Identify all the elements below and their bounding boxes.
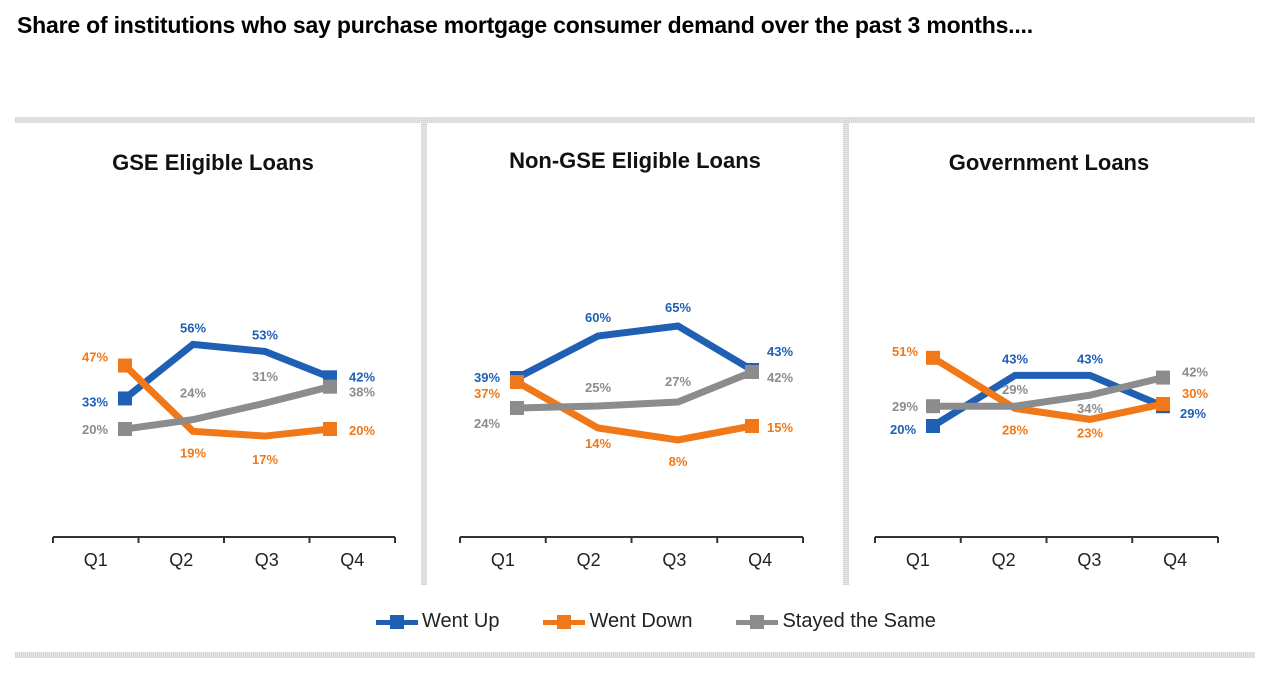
data-label-went-up: 29% — [1180, 406, 1206, 421]
data-label-went-down: 28% — [1002, 422, 1028, 437]
data-label-went-up: 56% — [180, 320, 206, 335]
legend: Went Up Went Down Stayed the Same — [376, 610, 936, 633]
data-label-stayed-same: 34% — [1077, 401, 1103, 416]
data-point-went-down — [323, 422, 337, 436]
x-tick-label: Q3 — [255, 550, 279, 570]
series-line-went-up — [931, 371, 1165, 429]
data-label-went-down: 23% — [1077, 425, 1103, 440]
panel-title-non-gse-eligible: Non-GSE Eligible Loans — [509, 148, 761, 173]
data-label-stayed-same: 42% — [1182, 365, 1208, 380]
data-label-went-up: 43% — [767, 344, 793, 359]
data-point-stayed-same — [510, 401, 524, 415]
data-point-went-up — [118, 391, 132, 406]
data-point-went-down — [118, 358, 132, 373]
x-tick-label: Q1 — [491, 550, 515, 570]
data-point-stayed-same — [323, 379, 337, 394]
data-label-went-down: 15% — [767, 420, 793, 435]
legend-label-went-up: Went Up — [422, 610, 500, 632]
bottom-separator — [15, 652, 1255, 658]
data-label-went-down: 20% — [349, 423, 375, 438]
data-point-stayed-same — [118, 422, 132, 436]
data-label-went-down: 17% — [252, 452, 278, 467]
legend-label-went-down: Went Down — [589, 610, 693, 632]
x-tick-label: Q1 — [84, 550, 108, 570]
data-label-went-up: 42% — [349, 369, 375, 384]
x-tick-label: Q2 — [169, 550, 193, 570]
data-label-went-up: 43% — [1002, 351, 1028, 366]
data-label-went-down: 30% — [1182, 386, 1208, 401]
data-label-stayed-same: 29% — [1002, 382, 1028, 397]
x-tick-label: Q4 — [340, 550, 364, 570]
series-line-went-down — [122, 363, 331, 440]
top-separator — [15, 117, 1255, 123]
data-point-stayed-same — [926, 399, 940, 414]
data-label-stayed-same: 20% — [82, 422, 108, 437]
series-line-stayed-same — [124, 383, 331, 433]
panel-title-government: Government Loans — [949, 150, 1149, 175]
data-point-stayed-same — [745, 365, 759, 379]
data-label-went-up: 33% — [82, 394, 108, 409]
data-label-went-up: 20% — [890, 422, 916, 437]
x-tick-label: Q3 — [662, 550, 686, 570]
data-label-went-up: 65% — [665, 300, 691, 315]
data-label-stayed-same: 31% — [252, 369, 278, 384]
data-point-went-down — [1156, 397, 1170, 411]
series-line-stayed-same — [933, 374, 1164, 410]
legend-item-stayed-same[interactable]: Stayed the Same — [736, 610, 936, 633]
legend-item-went-down[interactable]: Went Down — [543, 610, 692, 633]
series-line-went-up — [122, 340, 332, 402]
data-point-stayed-same — [1156, 370, 1170, 385]
x-tick-label: Q2 — [577, 550, 601, 570]
data-label-went-down: 8% — [669, 454, 688, 469]
legend-item-went-up[interactable]: Went Up — [376, 610, 499, 633]
data-label-went-down: 19% — [180, 445, 206, 460]
panel-gse-eligible: GSE Eligible Loans Q1 Q2 Q3 Q4 33% 56% 53% 42% 4… — [52, 150, 396, 570]
data-label-stayed-same: 25% — [585, 380, 611, 395]
series-line-went-down — [931, 354, 1164, 423]
chart-title: Share of institutions who say purchase m… — [17, 12, 1033, 38]
panel-divider-2 — [843, 117, 849, 585]
data-label-stayed-same: 29% — [892, 399, 918, 414]
data-label-stayed-same: 24% — [180, 386, 206, 401]
series-line-went-down — [515, 378, 753, 444]
data-label-went-down: 37% — [474, 386, 500, 401]
data-point-went-up — [926, 419, 940, 433]
x-tick-label: Q3 — [1077, 550, 1101, 570]
data-label-stayed-same: 27% — [665, 374, 691, 389]
went-up-swatch-icon — [376, 614, 418, 629]
panel-divider-1 — [421, 117, 427, 585]
data-label-stayed-same: 24% — [474, 416, 500, 431]
data-point-went-down — [926, 350, 940, 365]
x-tick-label: Q4 — [748, 550, 772, 570]
panel-title-gse-eligible: GSE Eligible Loans — [112, 150, 314, 175]
series-line-stayed-same — [516, 368, 754, 412]
legend-label-stayed-same: Stayed the Same — [782, 610, 936, 632]
data-label-went-up: 53% — [252, 327, 278, 342]
x-tick-label: Q2 — [992, 550, 1016, 570]
data-label-went-up: 60% — [585, 310, 611, 325]
panel-government: Government Loans Q1 Q2 Q3 Q4 20% 43% 43% 29% 51%… — [874, 150, 1219, 570]
data-label-stayed-same: 42% — [767, 370, 793, 385]
x-tick-label: Q1 — [906, 550, 930, 570]
data-label-went-down: 51% — [892, 344, 918, 359]
series-line-went-up — [515, 322, 754, 382]
data-label-stayed-same: 38% — [349, 385, 375, 400]
data-label-went-down: 47% — [82, 350, 108, 365]
stayed-same-swatch-icon — [736, 614, 779, 629]
panel-non-gse-eligible: Non-GSE Eligible Loans Q1 Q2 Q3 Q4 39% 60% 65%… — [459, 148, 804, 570]
data-point-went-down — [745, 419, 759, 433]
went-down-swatch-icon — [543, 614, 586, 629]
data-point-went-down — [510, 375, 524, 389]
x-tick-label: Q4 — [1163, 550, 1187, 570]
data-label-went-up: 43% — [1077, 351, 1103, 366]
data-label-went-up: 39% — [474, 370, 500, 385]
data-label-went-down: 14% — [585, 436, 611, 451]
